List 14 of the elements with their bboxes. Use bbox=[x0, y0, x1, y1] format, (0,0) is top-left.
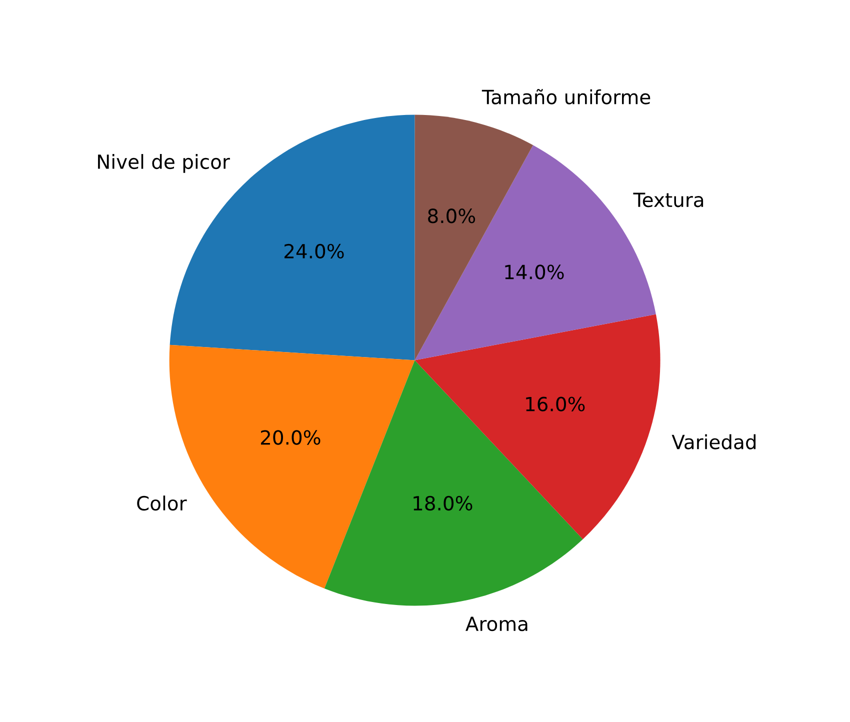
data-label: 16.0% bbox=[526, 396, 585, 412]
slice-label: Nivel de picor bbox=[98, 154, 230, 173]
slice-label: Color bbox=[137, 496, 187, 511]
slice-label: Tamaño uniforme bbox=[482, 88, 650, 104]
data-label: 8.0% bbox=[428, 208, 476, 224]
slice-label: Variedad bbox=[672, 434, 756, 450]
data-label: 24.0% bbox=[284, 244, 344, 259]
data-label: 18.0% bbox=[414, 496, 472, 511]
slice-label: Aroma bbox=[466, 616, 528, 632]
slice-label: Textura bbox=[633, 192, 704, 208]
pie-slice bbox=[414, 314, 660, 540]
data-label: 14.0% bbox=[505, 264, 564, 280]
data-label: 20.0% bbox=[260, 430, 320, 445]
pie-slice bbox=[324, 360, 583, 606]
